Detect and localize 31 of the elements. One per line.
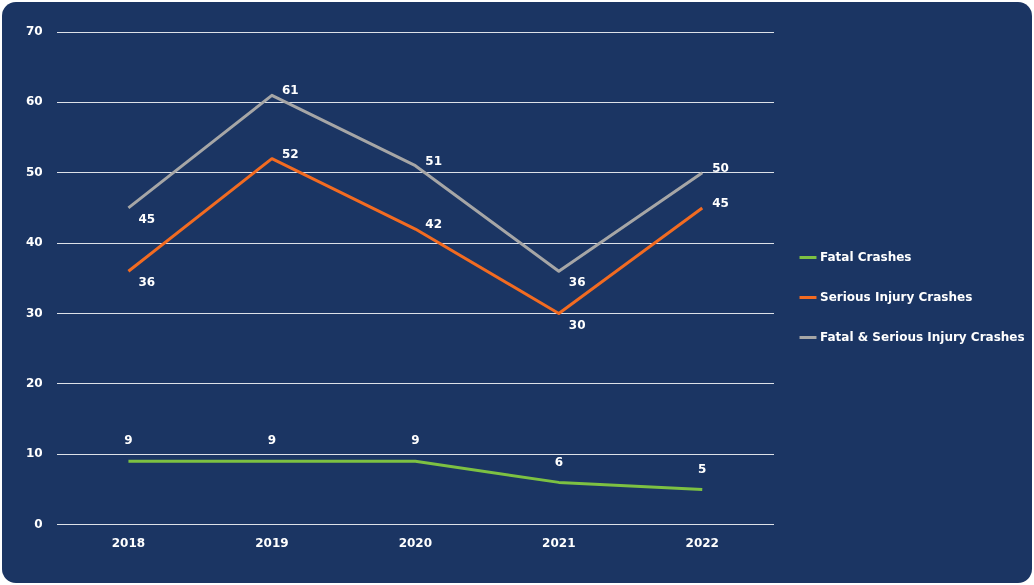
y-tick-label: 20 (26, 375, 43, 390)
data-label: 9 (124, 433, 133, 448)
y-tick-label: 60 (26, 94, 43, 109)
legend-label: Serious Injury Crashes (820, 289, 973, 304)
legend-label: Fatal Crashes (820, 249, 912, 264)
data-label: 5 (698, 461, 707, 476)
y-tick-label: 40 (26, 235, 43, 250)
y-tick-label: 0 (34, 516, 43, 531)
x-tick-label: 2018 (111, 535, 146, 550)
y-tick-label: 10 (26, 446, 43, 461)
y-tick-label: 30 (26, 305, 43, 320)
data-label: 45 (138, 212, 156, 227)
data-label: 42 (425, 217, 443, 232)
data-label: 30 (568, 317, 586, 332)
data-label: 36 (568, 275, 586, 290)
y-tick-label: 50 (26, 164, 43, 179)
data-label: 9 (411, 433, 420, 448)
x-tick-label: 2022 (685, 535, 719, 550)
data-label: 61 (281, 83, 299, 98)
data-label: 36 (138, 275, 156, 290)
legend-label: Fatal & Serious Injury Crashes (820, 329, 1025, 344)
data-label: 9 (267, 433, 277, 448)
x-tick-label: 2021 (542, 535, 576, 550)
data-label: 50 (712, 160, 729, 175)
data-label: 52 (281, 146, 299, 161)
data-label: 45 (712, 196, 729, 211)
x-tick-label: 2019 (255, 535, 289, 550)
data-label: 6 (554, 454, 563, 469)
y-tick-label: 70 (26, 24, 43, 39)
data-label: 51 (425, 153, 443, 168)
x-tick-label: 2020 (398, 535, 433, 550)
